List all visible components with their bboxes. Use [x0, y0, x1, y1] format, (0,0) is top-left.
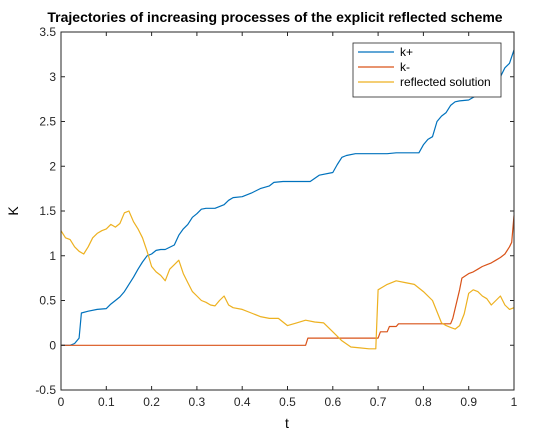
y-axis-label: K	[5, 206, 21, 216]
y-tick-label: 0	[49, 338, 56, 352]
legend-label: k+	[400, 45, 413, 59]
legend-label: reflected solution	[400, 75, 491, 89]
x-tick-label: 0.3	[189, 395, 206, 409]
x-tick-label: 0.7	[370, 395, 387, 409]
chart-title: Trajectories of increasing processes of …	[47, 9, 502, 25]
series-layer	[60, 49, 515, 350]
series-line-reflected-solution	[60, 210, 515, 350]
y-tick-label: 1.5	[39, 204, 56, 218]
y-tick-label: 3.5	[39, 25, 56, 39]
x-tick-label: 0	[58, 395, 65, 409]
x-tick-label: 0.2	[143, 395, 160, 409]
x-tick-label: 0.1	[98, 395, 115, 409]
x-tick-label: 0.6	[324, 395, 341, 409]
y-tick-label: 1	[49, 249, 56, 263]
y-tick-label: -0.5	[35, 383, 56, 397]
x-tick-label: 1	[511, 395, 518, 409]
x-tick-label: 0.9	[460, 395, 477, 409]
x-tick-label: 0.5	[279, 395, 296, 409]
y-tick-label: 2.5	[39, 115, 56, 129]
legend: k+k-reflected solution	[352, 42, 502, 98]
y-axis: -0.5 0 0.5 1 1.5 2 2.5 3 3.5	[35, 25, 514, 397]
y-tick-label: 2	[49, 159, 56, 173]
legend-label: k-	[400, 60, 410, 74]
x-axis-label: t	[285, 415, 289, 431]
series-line-k-	[61, 215, 515, 346]
x-axis: 0 0.1 0.2 0.3 0.4 0.5 0.6 0.7 0.8 0.9 1	[58, 32, 518, 409]
x-tick-label: 0.4	[234, 395, 251, 409]
y-tick-label: 3	[49, 70, 56, 84]
series-line-k-	[61, 49, 515, 346]
x-tick-label: 0.8	[415, 395, 432, 409]
y-tick-label: 0.5	[39, 294, 56, 308]
